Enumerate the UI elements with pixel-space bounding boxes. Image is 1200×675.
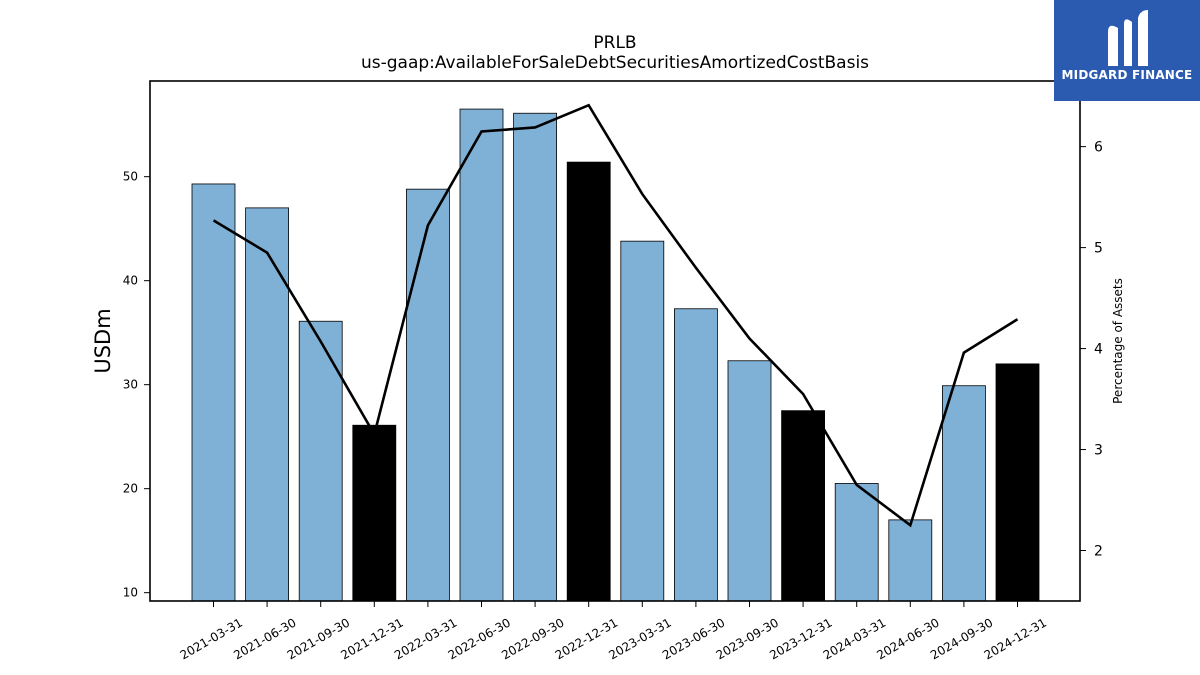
percentage-line [212, 103, 1019, 528]
chart-title: PRLB [593, 33, 636, 53]
y2-tick-label: 2 [1094, 544, 1103, 560]
bar-2021-09-30 [298, 320, 343, 602]
bar-2024-03-31 [834, 483, 879, 602]
logo-text: MIDGARD FINANCE [1061, 68, 1193, 82]
bar-2022-06-30 [459, 108, 504, 602]
y-tick-label: 50 [123, 170, 138, 184]
y2-axis-label: Percentage of Assets [1111, 278, 1125, 404]
y-tick-label: 10 [123, 586, 138, 600]
left-axis-ticks: 10 20 30 40 50 [123, 170, 150, 600]
right-axis-ticks: 2 3 4 5 6 [1080, 140, 1103, 560]
y2-tick-label: 5 [1094, 241, 1103, 257]
bar-2022-12-31 [566, 161, 611, 602]
bar-2024-09-30 [942, 385, 986, 602]
y2-tick-label: 6 [1094, 140, 1103, 156]
bar-2024-12-31 [995, 363, 1040, 602]
y-tick-label: 30 [123, 378, 138, 392]
chart-subtitle: us-gaap:AvailableForSaleDebtSecuritiesAm… [361, 53, 869, 73]
bar-2021-12-31 [352, 424, 397, 602]
bar-2023-03-31 [620, 240, 665, 602]
plot-frame [149, 80, 1081, 602]
bar-2024-06-30 [888, 519, 933, 602]
y-tick-label: 40 [123, 274, 138, 288]
bar-2023-06-30 [674, 308, 718, 602]
bar-2023-12-31 [781, 410, 825, 602]
y-tick-label: 20 [123, 482, 138, 496]
y-axis-label: USDm [91, 308, 115, 373]
bar-2022-03-31 [405, 188, 450, 602]
logo-mark-icon [1108, 10, 1148, 66]
bar-2021-06-30 [245, 207, 290, 602]
y2-tick-label: 4 [1094, 342, 1103, 358]
bar-2021-03-31 [191, 183, 236, 602]
x-axis-ticks: 2021-03-312021-06-302021-09-302021-12-31… [178, 601, 1049, 662]
bar-2023-09-30 [727, 360, 772, 602]
bar-2022-09-30 [513, 112, 557, 602]
brand-logo: MIDGARD FINANCE [1054, 0, 1200, 101]
y2-tick-label: 3 [1094, 443, 1103, 459]
bar-group [191, 108, 1040, 602]
